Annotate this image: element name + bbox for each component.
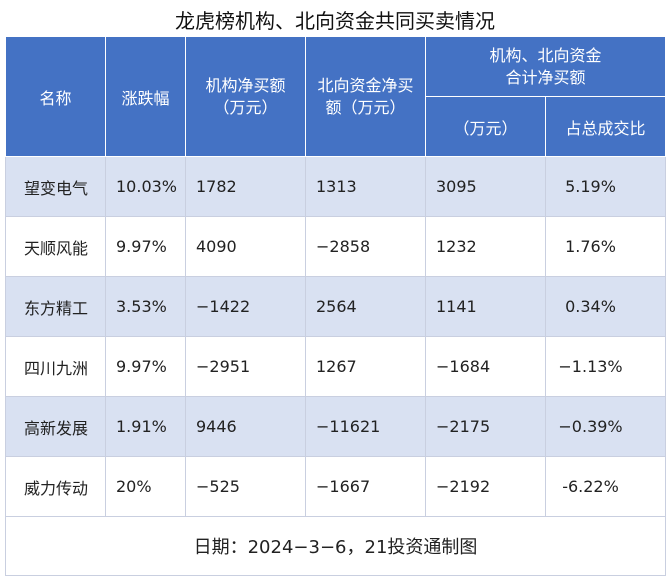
cell-change: 20% [105, 456, 186, 517]
cell-combined: 1232 [425, 216, 546, 277]
cell-north-net: −11621 [305, 396, 426, 457]
cell-change: 1.91% [105, 396, 186, 457]
cell-inst-net: 1782 [185, 156, 306, 217]
cell-name: 望变电气 [5, 156, 106, 217]
cell-share: 0.34% [544, 276, 667, 337]
cell-combined: 3095 [425, 156, 546, 217]
cell-combined: −2192 [425, 456, 546, 517]
table-header: 名称 涨跌幅 机构净买额 （万元） 北向资金净买 额（万元） 机构、北向资金 合… [5, 36, 667, 157]
cell-inst-net: 4090 [185, 216, 306, 277]
table-body: 望变电气 10.03% 1782 1313 3095 5.19% 天顺风能 9.… [4, 156, 667, 576]
page-title: 龙虎榜机构、北向资金共同买卖情况 [175, 9, 495, 33]
footer-credit: 日期：2024−3−6，21投资通制图 [4, 516, 667, 576]
cell-change: 9.97% [105, 336, 186, 397]
cell-combined: 1141 [425, 276, 546, 337]
cell-name: 高新发展 [5, 396, 106, 457]
col-header-north-net-line2: 额（万元） [325, 97, 406, 117]
col-header-change: 涨跌幅 [105, 36, 186, 157]
cell-share: −0.39% [544, 396, 667, 457]
col-header-north-net: 北向资金净买 额（万元） [305, 36, 426, 157]
cell-north-net: 1267 [305, 336, 426, 397]
col-header-north-net-line1: 北向资金净买 [317, 75, 414, 95]
table-row: 望变电气 10.03% 1782 1313 3095 5.19% [5, 156, 667, 217]
cell-change: 9.97% [105, 216, 186, 277]
cell-north-net: 1313 [305, 156, 426, 217]
col-header-share: 占总成交比 [544, 96, 667, 157]
col-header-inst-net-line2: （万元） [213, 97, 278, 117]
cell-inst-net: 9446 [185, 396, 306, 457]
cell-north-net: −1667 [305, 456, 426, 517]
cell-north-net: −2858 [305, 216, 426, 277]
table-row: 四川九洲 9.97% −2951 1267 −1684 −1.13% [5, 336, 667, 397]
cell-name: 东方精工 [5, 276, 106, 337]
cell-name: 天顺风能 [5, 216, 106, 277]
col-header-inst-net-line1: 机构净买额 [205, 75, 286, 95]
cell-share: 5.19% [544, 156, 667, 217]
col-header-combined-line2: 合计净买额 [505, 67, 586, 87]
data-table: 名称 涨跌幅 机构净买额 （万元） 北向资金净买 额（万元） 机构、北向资金 合… [4, 36, 667, 576]
cell-inst-net: −525 [185, 456, 306, 517]
cell-name: 威力传动 [5, 456, 106, 517]
cell-name: 四川九洲 [5, 336, 106, 397]
cell-change: 10.03% [105, 156, 186, 217]
table-row: 东方精工 3.53% −1422 2564 1141 0.34% [5, 276, 667, 337]
cell-share: 1.76% [544, 216, 667, 277]
cell-combined: −1684 [425, 336, 546, 397]
cell-combined: −2175 [425, 396, 546, 457]
cell-inst-net: −1422 [185, 276, 306, 337]
col-header-combined-unit: （万元） [425, 96, 546, 157]
col-header-name: 名称 [5, 36, 106, 157]
table-row: 威力传动 20% −525 −1667 −2192 -6.22% [5, 456, 667, 517]
header-row-bottom: （万元） 占总成交比 [6, 96, 667, 157]
col-header-combined-line1: 机构、北向资金 [489, 45, 602, 65]
header-row-top: 名称 涨跌幅 机构净买额 （万元） 北向资金净买 额（万元） 机构、北向资金 合… [5, 36, 667, 157]
cell-share: −1.13% [544, 336, 667, 397]
table-row: 高新发展 1.91% 9446 −11621 −2175 −0.39% [5, 396, 667, 457]
footer-row: 日期：2024−3−6，21投资通制图 [4, 516, 667, 576]
cell-change: 3.53% [105, 276, 186, 337]
cell-inst-net: −2951 [185, 336, 306, 397]
cell-share: -6.22% [544, 456, 667, 517]
col-header-inst-net: 机构净买额 （万元） [185, 36, 306, 157]
table-row: 天顺风能 9.97% 4090 −2858 1232 1.76% [5, 216, 667, 277]
col-header-combined-group: 机构、北向资金 合计净买额 [424, 36, 667, 97]
cell-north-net: 2564 [305, 276, 426, 337]
